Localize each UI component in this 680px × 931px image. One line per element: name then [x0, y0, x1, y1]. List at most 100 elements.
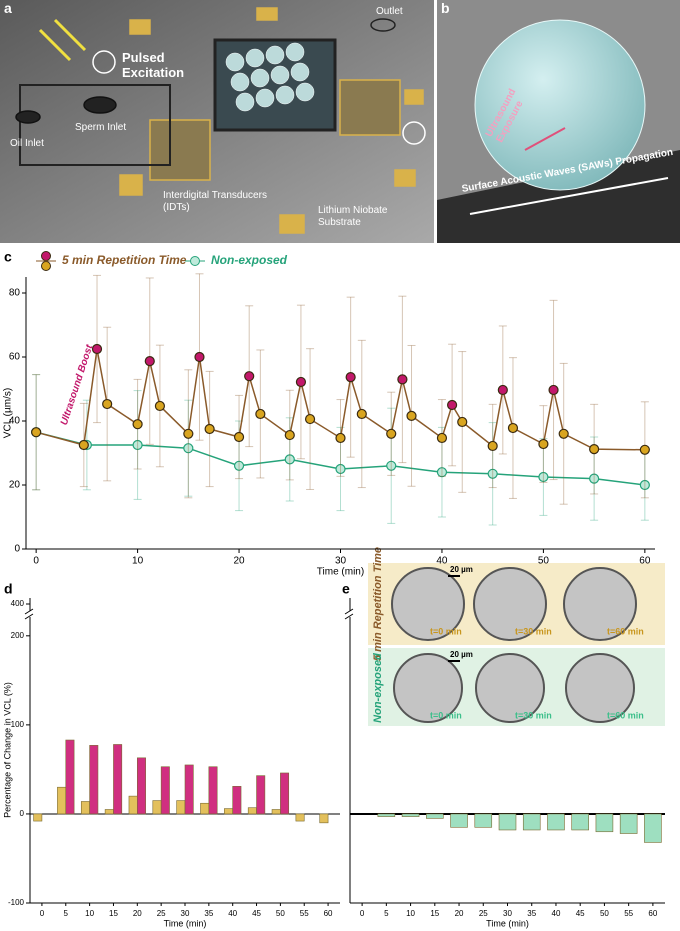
point: [356, 408, 367, 420]
point: [144, 356, 155, 367]
bar: [295, 813, 305, 822]
x-tick-label: 55: [300, 909, 309, 918]
y-tick-label: 400: [11, 599, 25, 608]
point: [132, 419, 143, 430]
point: [558, 428, 569, 439]
bar: [256, 775, 266, 815]
point: [386, 428, 397, 439]
x-tick-label: 5: [64, 909, 69, 918]
y-axis-title: Percentage of Change in VCL (%): [2, 682, 12, 818]
point: [457, 416, 468, 428]
exposure-arrow: [524, 127, 566, 151]
point: [345, 372, 356, 383]
saw-arrow: [469, 177, 669, 215]
x-tick-label: 15: [109, 909, 118, 918]
panel-label: d: [4, 581, 13, 597]
x-tick-label: 25: [479, 909, 488, 918]
bar: [224, 808, 233, 815]
scale-label: 20 µm: [450, 565, 473, 574]
point: [487, 440, 498, 452]
x-tick-label: 20: [233, 556, 245, 567]
x-tick-label: 45: [252, 909, 261, 918]
x-axis-title: Time (min): [164, 918, 207, 928]
x-tick-label: 15: [430, 909, 439, 918]
panel-label: c: [4, 249, 12, 265]
x-tick-label: 55: [624, 909, 633, 918]
bar: [160, 766, 170, 815]
point: [487, 468, 498, 479]
bar: [65, 739, 75, 815]
x-tick-label: 10: [132, 556, 144, 567]
panel-label: e: [342, 581, 350, 597]
droplets: [225, 42, 315, 112]
x-tick-label: 20: [133, 909, 142, 918]
point: [233, 460, 245, 471]
bar: [33, 813, 43, 822]
point: [194, 351, 205, 363]
axis-break: [348, 611, 352, 617]
point: [102, 398, 113, 410]
y-axis-title: VCL (µm/s): [3, 388, 14, 438]
bar: [152, 800, 162, 815]
x-tick-label: 60: [648, 909, 657, 918]
droplet: [474, 19, 646, 191]
panel-label: a: [4, 0, 12, 16]
legend-marker: [190, 256, 200, 266]
bar: [80, 801, 90, 815]
x-tick-label: 50: [538, 556, 550, 567]
axis-break: [344, 608, 354, 615]
x-tick-label: 0: [40, 909, 45, 918]
point: [91, 343, 103, 355]
bar: [137, 757, 146, 815]
bar: [319, 813, 329, 824]
point: [538, 471, 549, 483]
device: [15, 7, 426, 234]
point: [183, 428, 194, 439]
point: [335, 463, 346, 475]
bar: [247, 807, 257, 815]
point: [154, 400, 166, 412]
bar: [498, 813, 517, 831]
y-tick-label: 0: [20, 809, 25, 818]
y-tick-label: 200: [11, 631, 25, 640]
point: [295, 376, 307, 388]
bar: [184, 764, 194, 815]
bar: [176, 800, 186, 815]
point: [78, 439, 89, 451]
legend-label: 5 min Repetition Time: [62, 253, 187, 267]
axis-break: [24, 608, 34, 615]
axis-break: [24, 613, 34, 620]
bar: [426, 813, 444, 819]
x-tick-label: 30: [503, 909, 512, 918]
x-tick-label: 0: [360, 909, 365, 918]
annotation: Ultrasound Boost: [59, 343, 96, 427]
point: [284, 429, 295, 441]
panel-label: b: [441, 0, 450, 16]
y-tick-label: 60: [9, 352, 21, 363]
legend-marker: [41, 261, 51, 271]
x-tick-label: 35: [527, 909, 536, 918]
label: Oil Inlet: [10, 138, 44, 149]
time-label: t=30 min: [515, 626, 552, 636]
point: [589, 444, 600, 455]
axis-break: [28, 611, 32, 617]
point: [255, 408, 266, 420]
bar: [113, 744, 123, 815]
point: [233, 431, 245, 443]
point: [284, 454, 295, 465]
y-tick-label: -100: [8, 898, 25, 907]
x-tick-label: 20: [455, 909, 464, 918]
y-tick-label: 100: [11, 720, 25, 729]
row-label: 5 min Repetition Time: [372, 547, 384, 661]
legend-marker: [41, 251, 51, 261]
axis-break: [344, 613, 354, 620]
bar: [208, 766, 218, 815]
point: [204, 423, 215, 435]
bar: [547, 813, 565, 831]
bar: [377, 813, 396, 817]
point: [244, 371, 255, 382]
label: Lithium Niobate Substrate: [318, 205, 388, 228]
time-label: t=0 min: [430, 710, 462, 720]
